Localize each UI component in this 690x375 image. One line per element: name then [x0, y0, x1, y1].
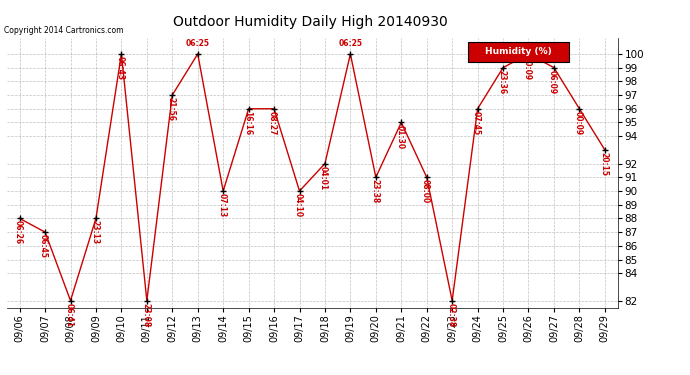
Text: 02:38: 02:38: [446, 303, 455, 327]
Text: 07:13: 07:13: [217, 193, 226, 217]
Text: 16:16: 16:16: [243, 111, 252, 135]
Text: 07:45: 07:45: [472, 111, 481, 135]
Text: 23:38: 23:38: [370, 179, 379, 204]
Text: 06:26: 06:26: [14, 220, 23, 245]
Text: 00:09: 00:09: [573, 111, 582, 135]
Text: Copyright 2014 Cartronics.com: Copyright 2014 Cartronics.com: [4, 26, 124, 35]
Text: 06:45: 06:45: [39, 234, 48, 258]
Text: 23:08: 23:08: [141, 303, 150, 327]
Text: 08:00: 08:00: [421, 179, 430, 204]
Text: 20:15: 20:15: [599, 152, 608, 176]
Text: 04:01: 04:01: [319, 166, 328, 190]
Text: 00:09: 00:09: [522, 56, 531, 80]
Text: 06:09: 06:09: [548, 70, 557, 94]
Text: 06:41: 06:41: [65, 303, 74, 327]
Text: 06:25: 06:25: [338, 39, 362, 48]
Text: Outdoor Humidity Daily High 20140930: Outdoor Humidity Daily High 20140930: [173, 15, 448, 29]
Text: 23:36: 23:36: [497, 70, 506, 94]
Text: 21:56: 21:56: [166, 97, 175, 121]
FancyBboxPatch shape: [468, 42, 569, 62]
Text: 06:25: 06:25: [186, 39, 210, 48]
Text: 08:27: 08:27: [268, 111, 277, 135]
Text: 23:13: 23:13: [90, 220, 99, 245]
Text: 04:10: 04:10: [293, 193, 302, 217]
Text: 01:30: 01:30: [395, 124, 404, 148]
Text: Humidity (%): Humidity (%): [485, 47, 552, 56]
Text: 06:43: 06:43: [115, 56, 124, 80]
